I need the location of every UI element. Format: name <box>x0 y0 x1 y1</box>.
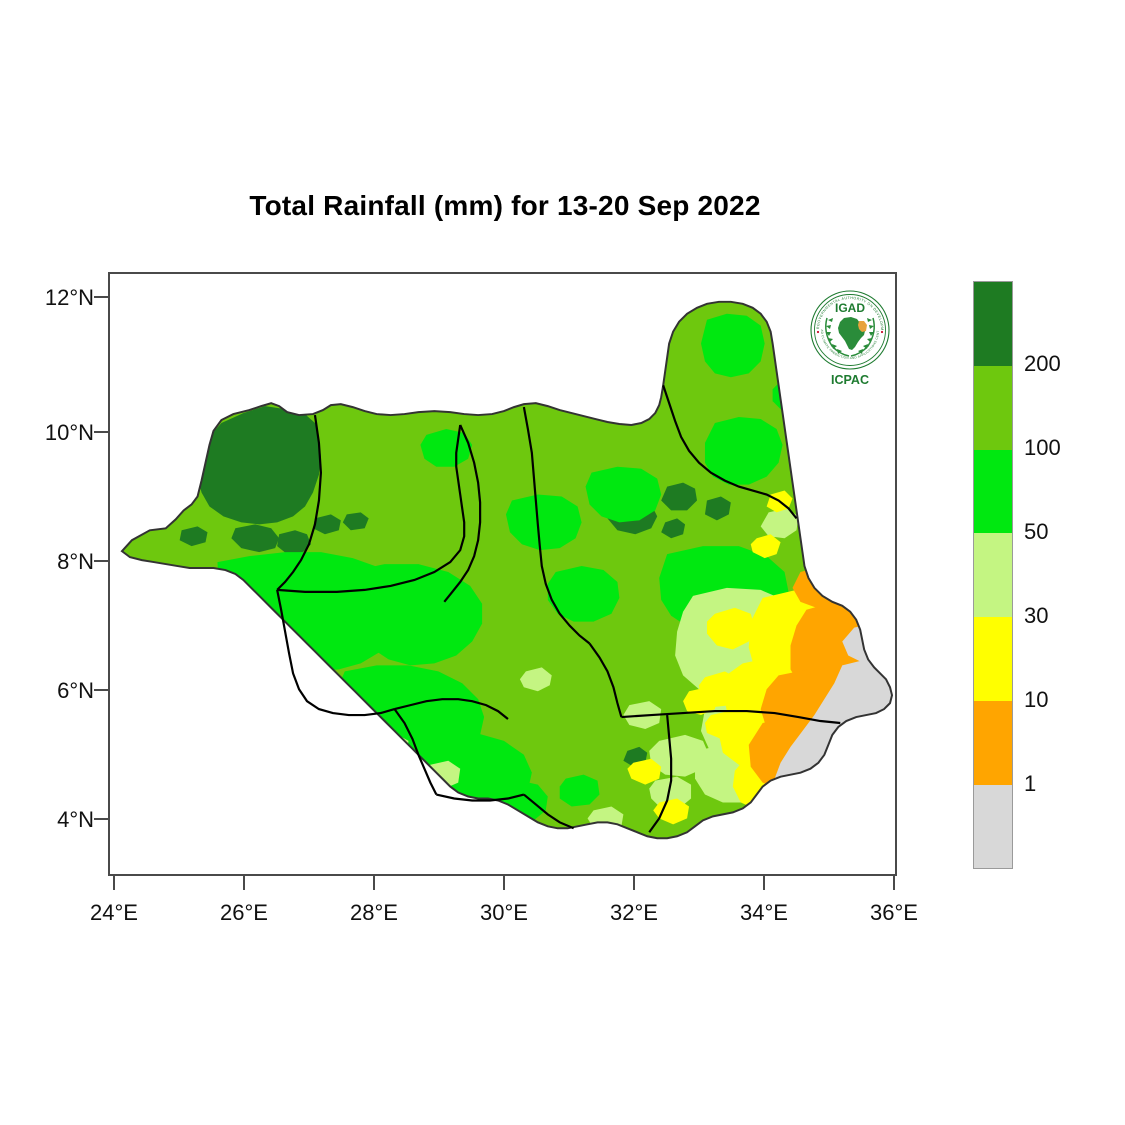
logo-star-right <box>880 330 884 334</box>
colorbar-band-below-1 <box>974 784 1012 868</box>
x-tick-mark-26e <box>243 876 245 890</box>
logo-igad-label: IGAD <box>835 301 865 315</box>
state-boundary-jonglei-south <box>588 642 623 718</box>
colorbar-band-30-50 <box>974 533 1012 618</box>
rainfall-raster-map <box>120 300 894 840</box>
x-tick-mark-34e <box>763 876 765 890</box>
colorbar-label-200: 200 <box>1024 351 1061 376</box>
y-tick-label-12n: 12°N <box>44 285 94 310</box>
colorbar-band-above-200 <box>974 282 1012 366</box>
rainfall-raster-layer <box>121 301 893 839</box>
colorbar-label-1: 1 <box>1024 771 1037 796</box>
y-tick-label-6n: 6°N <box>57 678 94 703</box>
x-tick-mark-32e <box>633 876 635 890</box>
state-boundaries-layer <box>276 384 841 833</box>
y-tick-mark-8n <box>94 560 108 562</box>
state-boundary-warrap-lakes <box>276 589 395 717</box>
y-tick-mark-12n <box>94 296 108 298</box>
state-boundary-lakes-internal <box>394 698 509 720</box>
x-tick-label-34e: 34°E <box>740 900 788 925</box>
logo-icpac-label: ICPAC <box>831 373 869 387</box>
colorbar-label-50: 50 <box>1024 519 1049 544</box>
x-tick-mark-28e <box>373 876 375 890</box>
y-tick-mark-6n <box>94 689 108 691</box>
colorbar-label-100: 100 <box>1024 435 1061 460</box>
page-title: Total Rainfall (mm) for 13-20 Sep 2022 <box>249 190 761 221</box>
colorbar-band-1-10 <box>974 700 1012 785</box>
y-tick-label-4n: 4°N <box>57 807 94 832</box>
state-boundary-nbeg-warrap <box>277 424 466 593</box>
state-boundary-weq-ceq <box>436 793 525 802</box>
colorbar-band-10-30 <box>974 617 1012 701</box>
x-tick-label-26e: 26°E <box>220 900 268 925</box>
colorbar-label-10: 10 <box>1024 687 1049 712</box>
x-tick-label-32e: 32°E <box>610 900 658 925</box>
colorbar-band-100-200 <box>974 365 1012 450</box>
state-boundary-unity-jonglei <box>522 406 591 645</box>
x-tick-mark-36e <box>893 876 895 890</box>
state-boundary-uppernile-jonglei <box>662 384 798 520</box>
country-boundary-south-sudan <box>120 300 894 840</box>
x-tick-mark-24e <box>113 876 115 890</box>
logo-horn-highlight <box>858 321 867 332</box>
y-tick-label-8n: 8°N <box>57 549 94 574</box>
y-tick-mark-10n <box>94 431 108 433</box>
x-tick-label-24e: 24°E <box>90 900 138 925</box>
state-boundary-warrap-unity <box>443 424 482 603</box>
raster-class-50-100 <box>217 313 809 823</box>
x-tick-label-30e: 30°E <box>480 900 528 925</box>
x-tick-label-36e: 36°E <box>870 900 918 925</box>
state-boundary-ceq-internal <box>523 793 575 830</box>
state-boundary-lakes-weq <box>393 708 438 796</box>
logo-star-left <box>816 330 820 334</box>
y-tick-mark-4n <box>94 818 108 820</box>
x-tick-label-28e: 28°E <box>350 900 398 925</box>
colorbar-band-50-100 <box>974 449 1012 534</box>
colorbar[interactable] <box>973 281 1013 869</box>
igad-icpac-logo: INTERGOVERNMENTAL AUTHORITY ON DEVELOPME… <box>801 288 890 387</box>
y-tick-label-10n: 10°N <box>44 420 94 445</box>
logo-laurel-left <box>825 317 850 357</box>
logo-laurel-right <box>850 317 875 357</box>
state-boundary-jonglei-eeq <box>621 709 841 725</box>
state-boundary-wbeg-east <box>276 414 323 591</box>
state-boundary-ceq-eeq <box>648 714 673 833</box>
logo-laurel-leaves <box>826 318 874 354</box>
x-tick-mark-30e <box>503 876 505 890</box>
colorbar-label-30: 30 <box>1024 603 1049 628</box>
map-plot-area <box>108 272 897 876</box>
